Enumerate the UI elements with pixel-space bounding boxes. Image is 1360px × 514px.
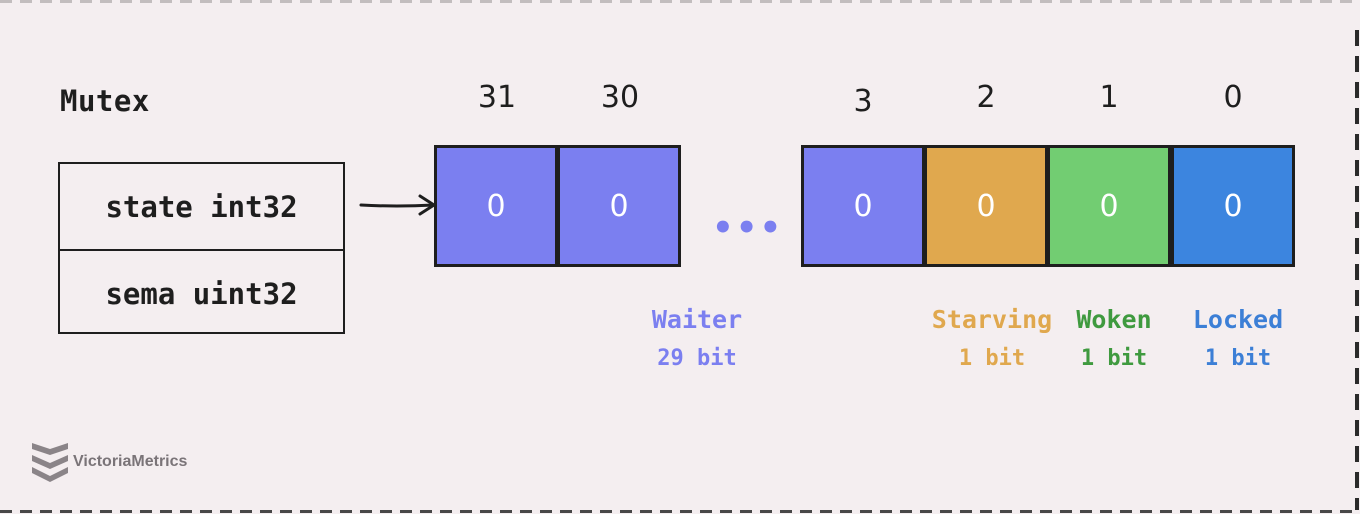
bit-index-31: 31 <box>477 80 517 115</box>
sema-field: sema uint32 <box>60 249 343 336</box>
mutex-title: Mutex <box>60 84 150 118</box>
state-field: state int32 <box>105 189 298 224</box>
bit-cell-31: 0 <box>434 145 558 267</box>
waiter-label: Waiter <box>651 305 743 334</box>
state-arrow <box>359 194 436 216</box>
woken-label: Woken <box>1076 305 1152 334</box>
top-dashed-border <box>0 0 1360 3</box>
victoriametrics-logo-text: VictoriaMetrics <box>73 453 188 470</box>
bit-cell-3: 0 <box>801 145 925 267</box>
waiter-bits: 29 bit <box>657 346 737 371</box>
locked-bits: 1 bit <box>1204 346 1272 371</box>
bottom-dashed-border <box>0 510 1360 513</box>
starving-label: Starving <box>931 305 1053 334</box>
victoriametrics-logo: VictoriaMetrics <box>30 440 187 484</box>
victoriametrics-logo-icon <box>32 443 68 482</box>
bit-cell-2: 0 <box>924 145 1048 267</box>
bit-cell-0: 0 <box>1171 145 1295 267</box>
bit-cell-1: 0 <box>1047 145 1171 267</box>
bit-index-30: 30 <box>600 80 640 115</box>
ellipsis: ••• <box>712 208 784 248</box>
mutex-struct-box: state int32 sema uint32 <box>58 162 345 334</box>
right-dashed-border <box>1355 30 1359 510</box>
bit-index-1: 1 <box>1099 80 1119 115</box>
starving-bits: 1 bit <box>958 346 1026 371</box>
bit-index-0: 0 <box>1223 80 1243 115</box>
woken-bits: 1 bit <box>1080 346 1148 371</box>
bit-cell-30: 0 <box>557 145 681 267</box>
locked-label: Locked <box>1192 305 1284 334</box>
bit-index-2: 2 <box>976 80 996 115</box>
bit-index-3: 3 <box>853 84 873 119</box>
